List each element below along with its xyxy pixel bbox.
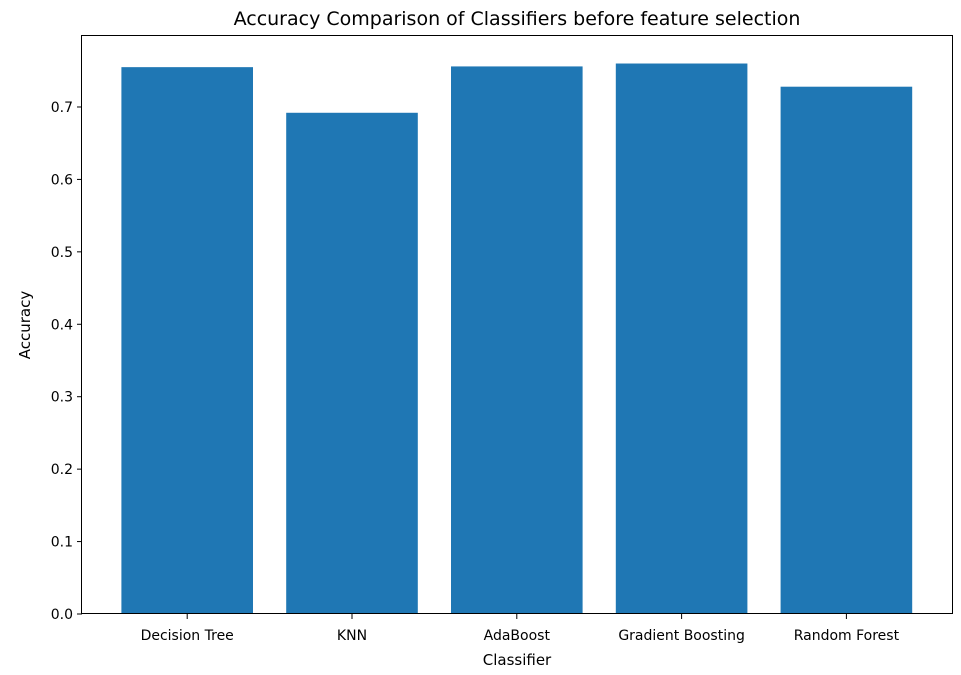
x-tick-label: Decision Tree [141,628,234,644]
y-axis: 0.0 0.1 0.2 0.3 0.4 0.5 0.6 0.7 [51,100,82,623]
bar-random-forest [780,86,913,614]
x-axis: Decision Tree KNN AdaBoost Gradient Boostin… [141,614,900,644]
bar-adaboost [451,66,583,615]
y-tick-label: 0.1 [51,535,73,551]
chart-title: Accuracy Comparison of Classifiers befor… [234,8,801,30]
bars-group [121,63,913,615]
x-tick-label: Gradient Boosting [618,628,745,644]
y-tick-label: 0.4 [51,317,73,333]
x-tick-label: KNN [337,628,367,644]
y-tick-label: 0.0 [51,607,73,623]
y-tick-label: 0.2 [51,462,73,478]
bar-knn [286,112,418,614]
y-tick-label: 0.6 [51,172,73,188]
x-tick-label: AdaBoost [484,628,551,644]
y-tick-label: 0.7 [51,100,73,116]
x-tick-label: Random Forest [794,628,900,644]
y-tick-label: 0.3 [51,390,73,406]
y-tick-label: 0.5 [51,245,73,261]
y-axis-label: Accuracy [16,291,34,360]
x-axis-label: Classifier [483,651,552,669]
bar-decision-tree [121,67,254,614]
bar-gradient-boosting [615,63,748,614]
